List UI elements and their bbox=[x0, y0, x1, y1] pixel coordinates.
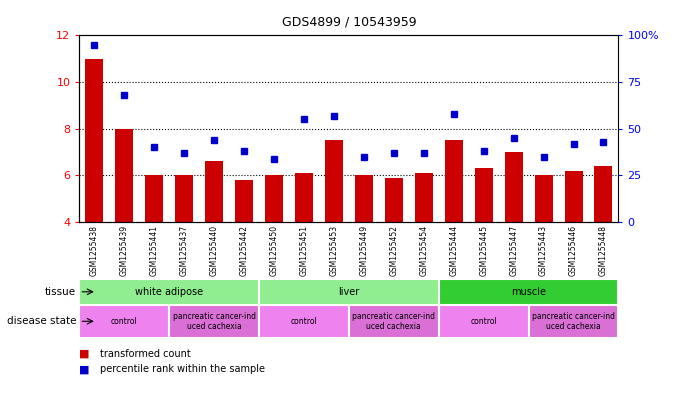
Text: control: control bbox=[111, 317, 138, 326]
Bar bbox=[145, 175, 163, 222]
Text: GSM1255454: GSM1255454 bbox=[419, 225, 428, 276]
Text: GSM1255444: GSM1255444 bbox=[449, 225, 458, 276]
Text: GSM1255447: GSM1255447 bbox=[509, 225, 518, 276]
Text: GSM1255451: GSM1255451 bbox=[299, 225, 309, 276]
Bar bbox=[79, 279, 259, 305]
Text: muscle: muscle bbox=[511, 287, 546, 297]
Bar bbox=[445, 140, 463, 222]
Bar bbox=[349, 305, 439, 338]
Bar bbox=[535, 175, 553, 222]
Text: pancreatic cancer-ind
uced cachexia: pancreatic cancer-ind uced cachexia bbox=[173, 312, 256, 331]
Bar bbox=[176, 175, 193, 222]
Bar bbox=[594, 166, 612, 222]
Text: GSM1255446: GSM1255446 bbox=[569, 225, 578, 276]
Text: GSM1255442: GSM1255442 bbox=[240, 225, 249, 276]
Text: GSM1255450: GSM1255450 bbox=[269, 225, 278, 276]
Text: GSM1255453: GSM1255453 bbox=[330, 225, 339, 276]
Bar bbox=[355, 175, 373, 222]
Text: GSM1255443: GSM1255443 bbox=[539, 225, 548, 276]
Text: pancreatic cancer-ind
uced cachexia: pancreatic cancer-ind uced cachexia bbox=[532, 312, 615, 331]
Text: GSM1255448: GSM1255448 bbox=[599, 225, 608, 276]
Bar bbox=[115, 129, 133, 222]
Bar bbox=[439, 305, 529, 338]
Text: GSM1255445: GSM1255445 bbox=[479, 225, 489, 276]
Text: GSM1255441: GSM1255441 bbox=[150, 225, 159, 276]
Bar bbox=[86, 59, 104, 222]
Text: liver: liver bbox=[339, 287, 359, 297]
Text: GSM1255437: GSM1255437 bbox=[180, 225, 189, 276]
Text: disease state: disease state bbox=[6, 316, 76, 326]
Bar bbox=[325, 140, 343, 222]
Bar bbox=[205, 162, 223, 222]
Text: GSM1255439: GSM1255439 bbox=[120, 225, 129, 276]
Bar bbox=[169, 305, 259, 338]
Text: GSM1255449: GSM1255449 bbox=[359, 225, 368, 276]
Bar bbox=[385, 178, 403, 222]
Bar bbox=[259, 305, 349, 338]
Text: ■: ■ bbox=[79, 349, 90, 359]
Text: percentile rank within the sample: percentile rank within the sample bbox=[100, 364, 265, 375]
Text: pancreatic cancer-ind
uced cachexia: pancreatic cancer-ind uced cachexia bbox=[352, 312, 435, 331]
Bar bbox=[295, 173, 313, 222]
Text: white adipose: white adipose bbox=[135, 287, 203, 297]
Text: GDS4899 / 10543959: GDS4899 / 10543959 bbox=[282, 16, 416, 29]
Text: GSM1255452: GSM1255452 bbox=[389, 225, 399, 276]
Bar bbox=[439, 279, 618, 305]
Text: transformed count: transformed count bbox=[100, 349, 191, 359]
Text: GSM1255438: GSM1255438 bbox=[90, 225, 99, 276]
Text: tissue: tissue bbox=[45, 287, 76, 297]
Text: control: control bbox=[291, 317, 317, 326]
Bar bbox=[259, 279, 439, 305]
Bar bbox=[565, 171, 583, 222]
Text: GSM1255440: GSM1255440 bbox=[209, 225, 219, 276]
Bar bbox=[504, 152, 522, 222]
Bar bbox=[415, 173, 433, 222]
Bar bbox=[79, 305, 169, 338]
Bar bbox=[475, 168, 493, 222]
Bar bbox=[235, 180, 253, 222]
Text: control: control bbox=[471, 317, 497, 326]
Bar bbox=[529, 305, 618, 338]
Bar bbox=[265, 175, 283, 222]
Text: ■: ■ bbox=[79, 364, 90, 375]
